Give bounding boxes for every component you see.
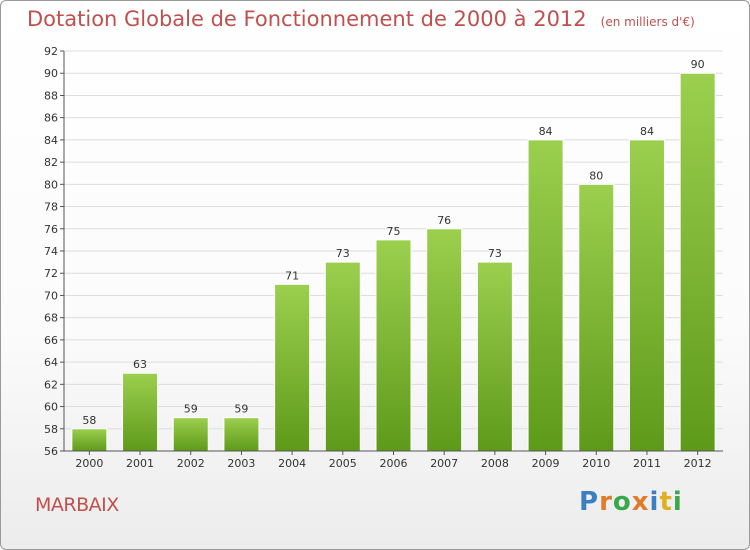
data-label: 59 — [234, 403, 248, 416]
bar-2005 — [324, 261, 361, 452]
commune-name: MARBAIX — [35, 494, 119, 516]
y-tick-label: 78 — [44, 201, 58, 214]
x-tick-label: 2000 — [75, 457, 103, 470]
y-tick-label: 68 — [44, 312, 58, 325]
y-tick-label: 70 — [44, 289, 58, 302]
y-tick-label: 88 — [44, 89, 58, 102]
y-tick-label: 90 — [44, 67, 58, 80]
data-label: 84 — [539, 125, 553, 138]
x-tick-label: 2006 — [380, 457, 408, 470]
y-tick-label: 92 — [44, 45, 58, 58]
proxiti-logo: Proxiti — [579, 487, 683, 517]
x-tick-label: 2001 — [126, 457, 154, 470]
axes — [60, 50, 723, 455]
bar-2001 — [122, 372, 159, 452]
bar-2000 — [71, 428, 108, 452]
data-label: 76 — [437, 214, 451, 227]
y-tick-label: 72 — [44, 267, 58, 280]
data-label: 63 — [133, 358, 147, 371]
data-label: 90 — [691, 58, 705, 71]
y-tick-label: 86 — [44, 112, 58, 125]
labels: 56 58 60 62 64 66 68 70 72 74 76 78 80 82 84 86 88 90 92 58… — [44, 45, 712, 470]
y-tick-label: 80 — [44, 178, 58, 191]
bars — [71, 72, 716, 452]
data-label: 71 — [285, 269, 299, 282]
y-tick-label: 64 — [44, 356, 58, 369]
y-tick-label: 56 — [44, 445, 58, 458]
bar-2010 — [578, 183, 615, 452]
chart-title-text: Dotation Globale de Fonctionnement de 20… — [27, 7, 587, 31]
data-label: 73 — [488, 247, 502, 260]
bar-2011 — [628, 139, 665, 452]
y-tick-label: 58 — [44, 423, 58, 436]
data-label: 58 — [82, 414, 96, 427]
x-tick-label: 2011 — [633, 457, 661, 470]
bar-2007 — [426, 228, 463, 452]
x-tick-label: 2005 — [329, 457, 357, 470]
bar-2003 — [223, 417, 260, 452]
x-tick-label: 2009 — [532, 457, 560, 470]
x-tick-label: 2008 — [481, 457, 509, 470]
y-tick-label: 82 — [44, 156, 58, 169]
data-label: 84 — [640, 125, 654, 138]
bar-2009 — [527, 139, 564, 452]
x-tick-label: 2003 — [227, 457, 255, 470]
bar-2004 — [274, 283, 311, 452]
y-tick-label: 84 — [44, 134, 58, 147]
y-tick-label: 60 — [44, 401, 58, 414]
chart-title: Dotation Globale de Fonctionnement de 20… — [27, 7, 695, 31]
y-tick-label: 74 — [44, 245, 58, 258]
x-tick-label: 2002 — [177, 457, 205, 470]
y-tick-label: 76 — [44, 223, 58, 236]
bar-2002 — [172, 417, 209, 452]
y-tick-label: 62 — [44, 378, 58, 391]
x-tick-label: 2012 — [684, 457, 712, 470]
data-label: 59 — [184, 403, 198, 416]
bar-2008 — [476, 261, 513, 452]
y-tick-label: 66 — [44, 334, 58, 347]
x-tick-label: 2007 — [430, 457, 458, 470]
data-label: 80 — [589, 169, 603, 182]
bar-2006 — [375, 239, 412, 452]
x-tick-label: 2010 — [582, 457, 610, 470]
x-tick-label: 2004 — [278, 457, 306, 470]
chart-unit: (en milliers d'€) — [600, 15, 695, 29]
data-label: 73 — [336, 247, 350, 260]
data-label: 75 — [387, 225, 401, 238]
bar-2012 — [679, 72, 716, 452]
